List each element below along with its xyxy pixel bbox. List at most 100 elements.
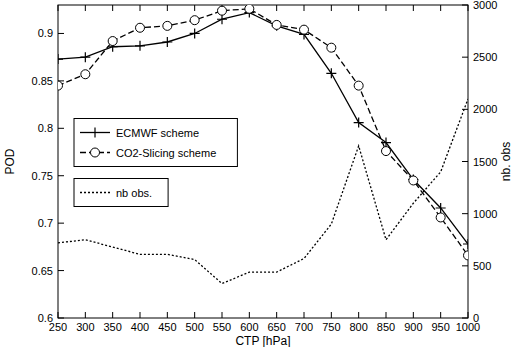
- x-tick: [386, 5, 387, 11]
- y2-tick: [462, 57, 468, 58]
- x-tick: [222, 312, 223, 318]
- point: [463, 239, 468, 249]
- point: [190, 28, 200, 38]
- x-tick-label: 950: [431, 321, 449, 333]
- x-tick-label: 300: [76, 321, 94, 333]
- x-tick-label: 550: [213, 321, 231, 333]
- y-tick-label: 0.8: [38, 122, 53, 134]
- x-tick: [440, 5, 441, 11]
- point: [136, 23, 145, 32]
- y2-tick-label: 0: [473, 312, 479, 324]
- x-tick: [112, 5, 113, 11]
- x-tick: [140, 312, 141, 318]
- x-tick: [440, 312, 441, 318]
- x-tick: [386, 312, 387, 318]
- point: [354, 118, 364, 128]
- point: [464, 251, 469, 260]
- point: [272, 21, 282, 31]
- x-tick: [85, 312, 86, 318]
- x-tick: [304, 312, 305, 318]
- y2-tick-label: 1000: [473, 208, 497, 220]
- point: [108, 37, 117, 46]
- point: [382, 147, 391, 156]
- y2-tick: [462, 213, 468, 214]
- y-tick: [58, 33, 64, 34]
- point: [326, 68, 336, 78]
- x-tick: [468, 5, 469, 11]
- x-tick: [413, 5, 414, 11]
- x-tick-label: 500: [185, 321, 203, 333]
- y-tick: [58, 270, 64, 271]
- point: [354, 81, 363, 90]
- y-tick-label: 0.85: [32, 75, 53, 87]
- x-tick: [58, 312, 59, 318]
- point: [436, 203, 446, 213]
- y-tick: [58, 128, 64, 129]
- y2-tick-label: 2000: [473, 103, 497, 115]
- legend-box: [74, 179, 168, 207]
- legend-marker: [91, 148, 100, 157]
- point: [409, 176, 418, 185]
- x-tick: [58, 5, 59, 11]
- legend-label: CO2-Slicing scheme: [116, 147, 216, 159]
- x-tick-label: 750: [322, 321, 340, 333]
- x-tick-label: 450: [158, 321, 176, 333]
- plot-frame: [58, 5, 468, 318]
- x-tick-label: 700: [295, 321, 313, 333]
- y2-tick: [462, 161, 468, 162]
- y-tick-label: 0.6: [38, 312, 53, 324]
- x-tick: [276, 312, 277, 318]
- x-tick-label: 650: [267, 321, 285, 333]
- chart: 2503003504004505005506006507007508008509…: [0, 0, 518, 347]
- y2-tick-label: 1500: [473, 156, 497, 168]
- point: [81, 70, 90, 79]
- y2-tick: [462, 109, 468, 110]
- point: [163, 21, 172, 30]
- x-tick: [413, 312, 414, 318]
- point: [300, 25, 309, 34]
- point: [162, 37, 172, 47]
- point: [436, 213, 445, 222]
- legend-label: nb obs.: [116, 187, 152, 199]
- x-tick: [112, 312, 113, 318]
- point: [272, 20, 281, 29]
- x-tick: [167, 312, 168, 318]
- y-tick: [58, 175, 64, 176]
- x-tick: [140, 5, 141, 11]
- y-tick: [58, 223, 64, 224]
- series-line: [58, 9, 468, 256]
- legend-line: [80, 192, 110, 193]
- x-tick: [304, 5, 305, 11]
- point: [135, 41, 145, 51]
- x-tick-label: 800: [349, 321, 367, 333]
- y2-tick: [462, 318, 468, 319]
- x-tick-label: 400: [131, 321, 149, 333]
- x-tick: [249, 312, 250, 318]
- x-tick: [358, 5, 359, 11]
- x-tick: [331, 5, 332, 11]
- x-tick: [85, 5, 86, 11]
- legend-marker: [90, 128, 100, 138]
- y-axis-label: POD: [3, 148, 17, 174]
- point: [58, 81, 63, 90]
- x-tick: [194, 5, 195, 11]
- x-tick: [358, 312, 359, 318]
- point: [58, 54, 63, 64]
- x-tick-label: 350: [103, 321, 121, 333]
- series-line: [58, 99, 468, 284]
- y-tick-label: 0.75: [32, 170, 53, 182]
- y2-tick-label: 2500: [473, 51, 497, 63]
- point: [245, 5, 254, 13]
- x-tick: [276, 5, 277, 11]
- x-tick-label: 850: [377, 321, 395, 333]
- point: [327, 43, 336, 52]
- x-tick: [331, 312, 332, 318]
- y-tick-label: 0.9: [38, 27, 53, 39]
- y2-tick: [462, 265, 468, 266]
- x-tick: [167, 5, 168, 11]
- y-tick: [58, 318, 64, 319]
- series-line: [58, 13, 468, 244]
- y2-axis-label: nb. obs: [499, 142, 513, 181]
- y2-tick-label: 500: [473, 260, 491, 272]
- point: [217, 14, 227, 24]
